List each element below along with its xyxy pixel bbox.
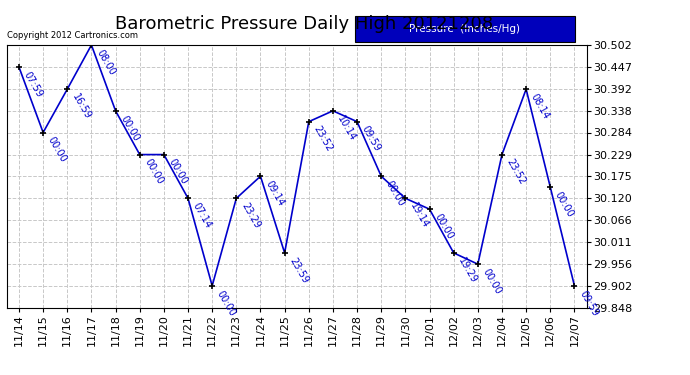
Text: 09:14: 09:14: [264, 179, 286, 208]
Text: 07:14: 07:14: [191, 201, 213, 230]
Text: 08:00: 08:00: [95, 48, 117, 77]
Text: Copyright 2012 Cartronics.com: Copyright 2012 Cartronics.com: [7, 31, 138, 40]
Text: 23:59: 23:59: [288, 256, 310, 285]
Text: 00:00: 00:00: [119, 114, 141, 142]
Bar: [355, 16, 575, 42]
Text: 00:00: 00:00: [384, 179, 406, 208]
Text: 00:00: 00:00: [215, 289, 237, 318]
Text: 08:14: 08:14: [529, 92, 551, 121]
Text: 00:00: 00:00: [553, 190, 575, 219]
Text: 23:29: 23:29: [239, 201, 262, 230]
Text: 16:59: 16:59: [70, 92, 92, 121]
Text: 23:52: 23:52: [312, 124, 334, 154]
Text: Pressure  (Inches/Hg): Pressure (Inches/Hg): [409, 24, 520, 34]
Text: 00:00: 00:00: [433, 212, 455, 241]
Text: 19:14: 19:14: [408, 201, 431, 230]
Text: 23:52: 23:52: [505, 158, 527, 187]
Text: 00:00: 00:00: [143, 158, 165, 186]
Text: 00:00: 00:00: [46, 135, 68, 164]
Text: 10:14: 10:14: [336, 114, 358, 142]
Text: Barometric Pressure Daily High 20121208: Barometric Pressure Daily High 20121208: [115, 15, 493, 33]
Text: 07:59: 07:59: [22, 70, 44, 99]
Text: 09:59: 09:59: [578, 289, 600, 318]
Text: 00:00: 00:00: [481, 267, 503, 296]
Text: 19:29: 19:29: [457, 256, 479, 285]
Text: 09:59: 09:59: [360, 124, 382, 154]
Text: 00:00: 00:00: [167, 158, 189, 186]
